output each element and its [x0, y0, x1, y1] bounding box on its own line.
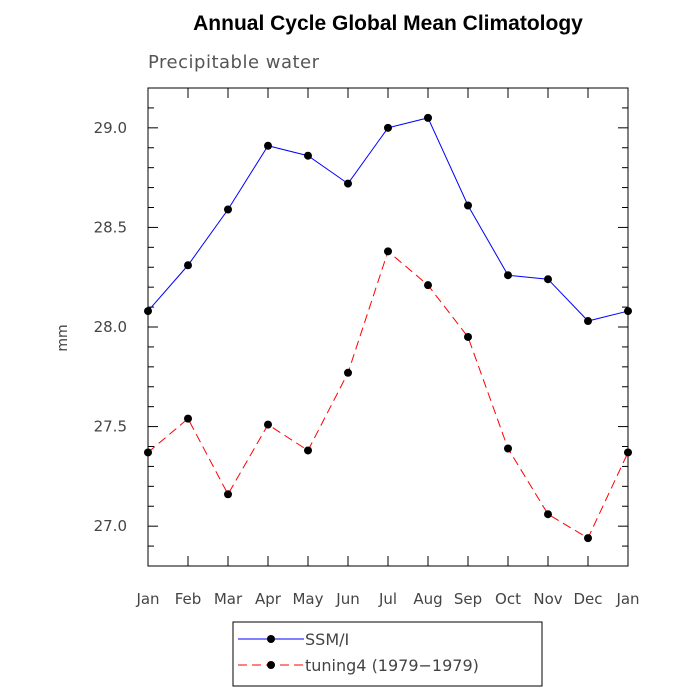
- chart-subtitle: Precipitable water: [148, 52, 320, 73]
- data-point: [184, 261, 192, 270]
- axis-ticks: Jan Feb Mar Apr May Jun Jul Aug Sep Oct Nov Dec Jan 2…: [94, 87, 640, 608]
- data-point: [464, 332, 472, 341]
- data-point: [544, 275, 552, 284]
- data-point: [424, 113, 432, 122]
- data-point: [624, 448, 632, 457]
- y-tick-label: 27.5: [94, 418, 127, 436]
- data-point: [584, 534, 592, 543]
- x-tick-label: Jan: [615, 590, 639, 608]
- data-point: [464, 201, 472, 210]
- data-point: [624, 307, 632, 316]
- x-tick-label: Apr: [255, 590, 282, 608]
- series-line: [147, 117, 629, 322]
- data-point: [304, 151, 312, 160]
- x-tick-label: Oct: [495, 590, 521, 608]
- data-point: [584, 317, 592, 326]
- y-tick-label: 27.0: [94, 517, 127, 535]
- data-point: [224, 205, 232, 214]
- x-tick-label: Mar: [214, 590, 243, 608]
- x-tick-label: Jun: [335, 590, 359, 608]
- x-tick-label: May: [292, 590, 323, 608]
- y-axis-label: mm: [55, 324, 71, 351]
- plot-frame: [147, 87, 629, 567]
- data-point: [224, 490, 232, 499]
- y-tick-label: 28.5: [94, 218, 127, 236]
- data-point: [544, 510, 552, 519]
- data-point: [304, 446, 312, 455]
- x-tick-label: Dec: [573, 590, 602, 608]
- data-point: [344, 179, 352, 188]
- series-1: [144, 247, 632, 543]
- data-point: [264, 141, 272, 150]
- series-0: [144, 113, 632, 326]
- data-point: [504, 444, 512, 453]
- data-point: [344, 368, 352, 377]
- legend: SSM/I tuning4 (1979−1979): [232, 621, 543, 687]
- chart-title: Annual Cycle Global Mean Climatology: [193, 12, 583, 35]
- x-tick-label: Aug: [413, 590, 442, 608]
- x-tick-label: Jan: [135, 590, 159, 608]
- legend-label-1: tuning4 (1979−1979): [305, 656, 479, 675]
- legend-marker-0: [267, 635, 275, 643]
- data-point: [184, 414, 192, 423]
- data-point: [144, 307, 152, 316]
- y-tick-label: 28.0: [94, 318, 127, 336]
- legend-marker-1: [267, 661, 275, 669]
- data-point: [504, 271, 512, 280]
- data-point: [424, 281, 432, 290]
- data-point: [144, 448, 152, 457]
- y-tick-label: 29.0: [94, 119, 127, 137]
- legend-label-0: SSM/I: [305, 630, 349, 649]
- data-point: [264, 420, 272, 429]
- x-tick-label: Nov: [533, 590, 562, 608]
- x-tick-label: Sep: [454, 590, 482, 608]
- x-tick-label: Jul: [378, 590, 397, 608]
- data-point: [384, 247, 392, 256]
- data-point: [384, 123, 392, 132]
- legend-box: [232, 621, 543, 687]
- series-layer: [144, 113, 632, 543]
- series-line: [147, 250, 629, 539]
- x-tick-label: Feb: [175, 590, 202, 608]
